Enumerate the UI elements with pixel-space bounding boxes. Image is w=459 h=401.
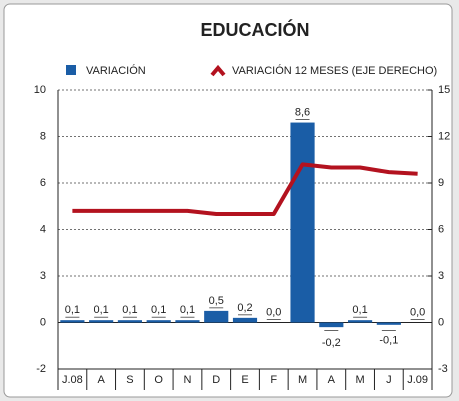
value-label: 8,6 (295, 106, 310, 118)
value-label: 0,2 (237, 302, 252, 314)
y2-tick-label: 0 (438, 316, 444, 328)
x-tick-label: J.08 (62, 374, 83, 386)
bar (376, 322, 401, 325)
y-tick-label: 8 (40, 130, 46, 142)
value-label: 0,1 (65, 304, 80, 316)
y2-tick-label: 6 (438, 223, 444, 235)
x-tick-label: A (97, 374, 105, 386)
y-tick-label: 3 (40, 270, 46, 282)
value-label: 0,0 (410, 306, 425, 318)
x-tick-label: F (270, 374, 277, 386)
bar (290, 122, 315, 323)
chart-title: EDUCACIÓN (200, 19, 309, 40)
x-tick-label: A (328, 374, 336, 386)
legend-label: VARIACIÓN (86, 64, 146, 77)
value-label: 0,0 (266, 306, 281, 318)
y2-tick-label: 9 (438, 177, 444, 189)
value-label: -0,2 (322, 337, 341, 349)
x-tick-label: N (183, 374, 191, 386)
bar (232, 317, 258, 323)
bar (319, 322, 344, 328)
x-tick-label: M (355, 374, 364, 386)
x-tick-label: M (298, 374, 307, 386)
line-series (72, 162, 418, 216)
x-tick-label: S (126, 374, 133, 386)
y2-tick-label: 12 (438, 130, 450, 142)
bar (175, 320, 200, 323)
bar (146, 320, 171, 323)
y2-tick-label: 15 (438, 84, 450, 96)
value-label: 0,1 (180, 304, 195, 316)
value-label: 0,1 (151, 304, 166, 316)
legend-swatch (66, 65, 76, 75)
x-tick-label: O (154, 374, 163, 386)
x-tick-label: D (212, 374, 220, 386)
legend-swatch (210, 64, 226, 77)
legend-label: VARIACIÓN 12 MESES (EJE DERECHO) (232, 64, 437, 77)
value-label: 0,1 (122, 304, 137, 316)
bar (204, 310, 229, 323)
y2-tick-label: 3 (438, 270, 444, 282)
card (3, 3, 453, 398)
y-tick-label: 0 (40, 316, 46, 328)
y2-tick-label: -3 (438, 363, 448, 375)
x-tick-label: J (386, 374, 392, 386)
x-tick-label: E (241, 374, 248, 386)
value-label: -0,1 (379, 335, 398, 347)
y-tick-label: -2 (36, 363, 46, 375)
value-label: 0,1 (352, 304, 367, 316)
bar (60, 320, 85, 323)
bar (89, 320, 114, 323)
y-tick-label: 6 (40, 177, 46, 189)
y-tick-label: 4 (40, 223, 46, 235)
bar (347, 320, 373, 323)
bar (117, 320, 143, 323)
x-tick-label: J.09 (407, 374, 428, 386)
value-label: 0,1 (94, 304, 109, 316)
y-tick-label: 10 (34, 84, 46, 96)
value-label: 0,5 (209, 295, 224, 307)
